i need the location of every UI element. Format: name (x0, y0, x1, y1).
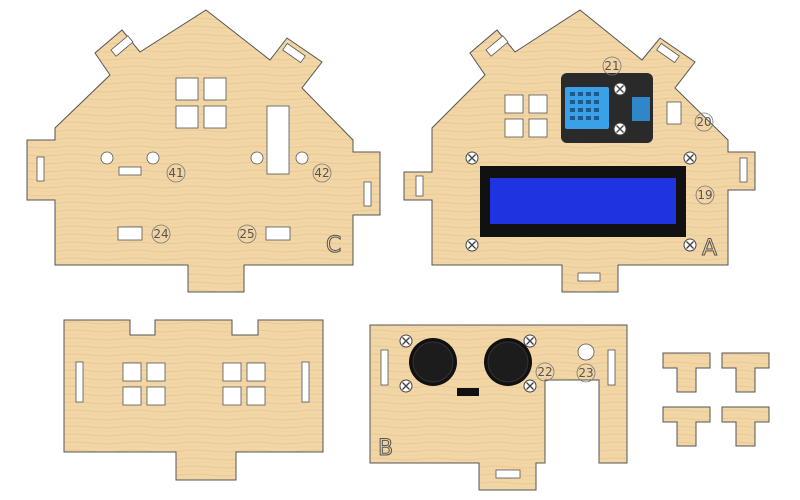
t-clip (721, 406, 770, 447)
slot (739, 157, 748, 183)
slot (282, 42, 306, 64)
slot (380, 349, 389, 386)
panel-b: 22 23 B (369, 324, 628, 491)
ultrasonic-sensor (409, 338, 532, 396)
slot (265, 226, 291, 241)
svg-text:24: 24 (153, 227, 168, 241)
part-label-41: 41 (166, 163, 186, 183)
part-label-21: 21 (602, 56, 622, 76)
slot (485, 35, 509, 57)
slot (577, 272, 601, 282)
t-clips (662, 352, 770, 447)
screw-icon (683, 151, 697, 165)
screw-icon (683, 238, 697, 252)
slot (75, 361, 84, 403)
screw-icon (465, 238, 479, 252)
humidity-sensor-module (561, 73, 653, 143)
slot (110, 35, 134, 57)
slot (36, 156, 45, 182)
slot (656, 42, 680, 64)
lcd-display (480, 166, 686, 237)
panel-a: 21 20 19 A (403, 9, 756, 293)
panel-letter-c: C (326, 233, 341, 258)
panel-letter-b: B (378, 436, 393, 461)
svg-text:20: 20 (696, 115, 711, 129)
screw-icon (613, 122, 627, 136)
slot (363, 181, 372, 207)
slot (117, 226, 143, 241)
panel-side-outline (63, 319, 324, 481)
hole (146, 151, 160, 165)
svg-text:41: 41 (168, 166, 183, 180)
slot (118, 166, 142, 176)
panel-letter-a: A (702, 236, 717, 261)
hole (577, 343, 595, 361)
slot (495, 469, 521, 479)
panel-c: 41 42 24 25 C (26, 9, 381, 293)
svg-text:19: 19 (697, 188, 712, 202)
svg-text:25: 25 (239, 227, 254, 241)
svg-text:23: 23 (578, 366, 593, 380)
hole (100, 151, 114, 165)
slot (415, 175, 424, 197)
part-label-19: 19 (695, 185, 715, 205)
screw-icon (523, 334, 537, 348)
slot (666, 101, 682, 125)
t-clip (662, 406, 711, 447)
slot (266, 105, 290, 175)
slot (301, 361, 310, 403)
panel-side (63, 319, 324, 481)
part-label-20: 20 (694, 112, 714, 132)
screw-icon (613, 82, 627, 96)
hole (250, 151, 264, 165)
screw-icon (465, 151, 479, 165)
part-label-42: 42 (312, 163, 332, 183)
part-label-25: 25 (237, 224, 257, 244)
screw-icon (399, 334, 413, 348)
panel-c-outline (26, 9, 381, 293)
part-label-24: 24 (151, 224, 171, 244)
svg-text:21: 21 (604, 59, 619, 73)
svg-text:22: 22 (537, 365, 552, 379)
hole (295, 151, 309, 165)
t-clip (662, 352, 711, 393)
slot (607, 349, 616, 386)
t-clip (721, 352, 770, 393)
svg-text:42: 42 (314, 166, 329, 180)
part-label-22: 22 (535, 362, 555, 382)
screw-icon (523, 379, 537, 393)
screw-icon (399, 379, 413, 393)
part-label-23: 23 (576, 363, 596, 383)
